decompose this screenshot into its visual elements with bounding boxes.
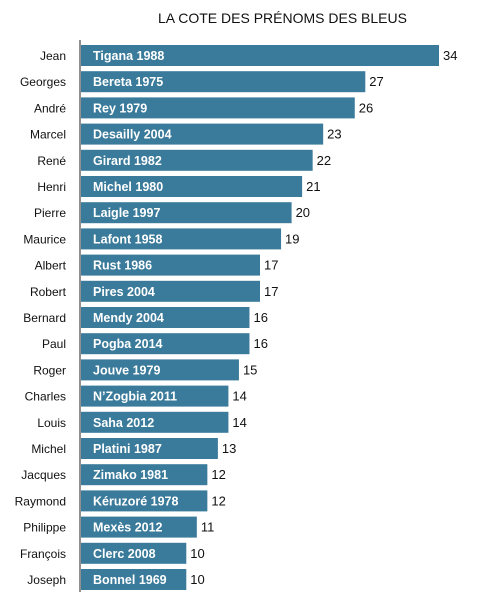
category-label-8: Albert: [35, 259, 67, 273]
category-label-14: Louis: [37, 416, 66, 430]
value-label-0: 34: [443, 48, 457, 63]
value-label-8: 17: [264, 258, 278, 273]
bar-0: [81, 45, 439, 66]
bar-label-9: Pires 2004: [93, 285, 155, 299]
category-label-16: Jacques: [21, 468, 66, 482]
category-label-15: Michel: [31, 442, 66, 456]
bar-label-14: Saha 2012: [93, 416, 154, 430]
bar-7: [81, 228, 282, 250]
bar-8: [81, 254, 260, 276]
bar-13: [81, 385, 229, 407]
bar-15: [81, 438, 218, 459]
value-label-10: 16: [253, 310, 267, 325]
bar-label-20: Bonnel 1969: [93, 573, 167, 587]
bar-20: [81, 569, 187, 590]
bar-label-6: Laigle 1997: [93, 206, 160, 220]
bar-16: [81, 464, 208, 486]
category-label-9: Robert: [30, 285, 67, 299]
value-label-5: 21: [306, 179, 320, 194]
bar-12: [81, 359, 239, 381]
chart-title: LA COTE DES PRÉNOMS DES BLEUS: [158, 10, 407, 26]
category-label-2: André: [34, 101, 66, 115]
bar-label-7: Lafont 1958: [93, 232, 163, 246]
value-label-20: 10: [190, 572, 204, 587]
bar-9: [81, 280, 260, 302]
bar-1: [81, 71, 366, 93]
value-label-12: 15: [243, 362, 257, 377]
category-label-20: Joseph: [27, 573, 66, 587]
category-label-7: Maurice: [23, 232, 66, 246]
value-label-1: 27: [369, 74, 383, 89]
category-label-3: Marcel: [30, 128, 66, 142]
value-label-17: 12: [211, 493, 225, 508]
bar-label-12: Jouve 1979: [93, 363, 160, 377]
bar-5: [81, 176, 303, 197]
bar-4: [81, 149, 313, 171]
category-label-13: Charles: [25, 390, 66, 404]
bars-group: Jean Tigana 1988 34 Georges Bereta 1975 27 And…: [15, 45, 457, 590]
bar-10: [81, 307, 250, 328]
category-label-10: Bernard: [23, 311, 66, 325]
category-label-11: Paul: [42, 337, 66, 351]
value-label-18: 11: [201, 520, 215, 535]
category-label-18: Philippe: [23, 521, 66, 535]
bar-19: [81, 542, 187, 564]
bar-label-18: Mexès 2012: [93, 521, 163, 535]
value-label-7: 19: [285, 231, 299, 246]
value-label-4: 22: [317, 153, 331, 168]
category-label-4: René: [37, 154, 66, 168]
bar-label-0: Tigana 1988: [93, 49, 164, 63]
value-label-9: 17: [264, 284, 278, 299]
bar-label-17: Kéruzoré 1978: [93, 494, 179, 508]
bar-14: [81, 411, 229, 433]
category-label-0: Jean: [40, 49, 66, 63]
value-label-19: 10: [190, 546, 204, 561]
bar-label-16: Zimako 1981: [93, 468, 168, 482]
bar-label-19: Clerc 2008: [93, 547, 156, 561]
bar-label-8: Rust 1986: [93, 259, 152, 273]
category-label-12: Roger: [33, 363, 66, 377]
value-label-15: 13: [222, 441, 236, 456]
category-label-6: Pierre: [34, 206, 66, 220]
value-label-14: 14: [232, 415, 246, 430]
bar-label-2: Rey 1979: [93, 101, 147, 115]
bar-11: [81, 333, 250, 355]
bar-label-5: Michel 1980: [93, 180, 163, 194]
bar-label-10: Mendy 2004: [93, 311, 164, 325]
category-label-5: Henri: [37, 180, 66, 194]
bar-label-15: Platini 1987: [93, 442, 162, 456]
bar-3: [81, 123, 324, 145]
value-label-3: 23: [327, 127, 341, 142]
category-label-17: Raymond: [15, 494, 66, 508]
category-label-19: François: [20, 547, 66, 561]
bar-2: [81, 97, 355, 119]
value-label-16: 12: [211, 467, 225, 482]
bar-label-11: Pogba 2014: [93, 337, 163, 351]
bar-label-3: Desailly 2004: [93, 128, 172, 142]
bar-17: [81, 490, 208, 512]
bar-18: [81, 516, 197, 538]
bar-label-1: Bereta 1975: [93, 75, 163, 89]
value-label-6: 20: [296, 205, 310, 220]
bar-6: [81, 202, 292, 224]
category-label-1: Georges: [20, 75, 66, 89]
bar-label-13: N’Zogbia 2011: [93, 390, 177, 404]
bar-label-4: Girard 1982: [93, 154, 162, 168]
value-label-2: 26: [359, 100, 373, 115]
value-label-13: 14: [232, 389, 246, 404]
value-label-11: 16: [253, 336, 267, 351]
